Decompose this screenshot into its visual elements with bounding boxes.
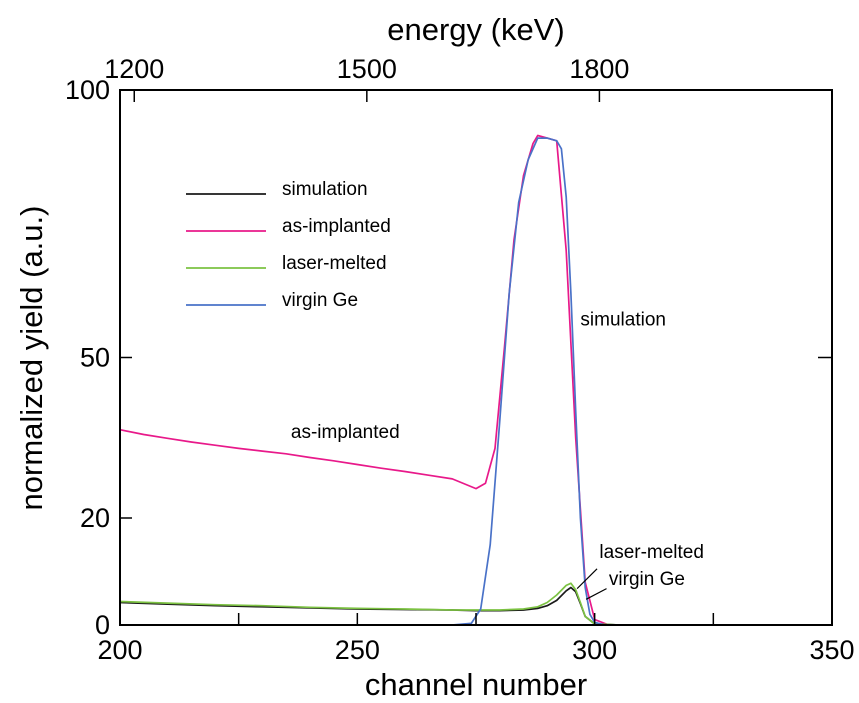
annotation-label: laser-melted: [599, 542, 704, 563]
y-tick-label: 50: [80, 343, 110, 373]
top-tick-label: 1200: [104, 54, 164, 84]
top-tick-label: 1800: [569, 54, 629, 84]
annotation-label: simulation: [580, 309, 666, 330]
y-axis-title: normalized yield (a.u.): [14, 206, 49, 511]
series-group: [119, 134, 832, 626]
laser-melted-leader-line: [576, 568, 598, 590]
top-axis-title: energy (keV): [387, 12, 564, 47]
y-tick-label: 0: [95, 610, 110, 640]
legend-label: laser-melted: [282, 253, 387, 274]
annotation-label: virgin Ge: [609, 569, 685, 590]
annotation-label: as-implanted: [291, 422, 400, 443]
series-line-as-implanted: [119, 134, 610, 626]
plot-frame: [119, 89, 833, 626]
x-tick-label: 350: [809, 635, 854, 665]
y-tick-label: 20: [80, 503, 110, 533]
series-line-laser-melted: [119, 582, 832, 626]
legend-label: virgin Ge: [282, 290, 358, 311]
y-tick-label: 100: [65, 75, 110, 105]
top-tick-label: 1500: [337, 54, 397, 84]
legend: simulation as-implanted laser-melted virgin…: [186, 179, 391, 311]
series-line-virgin-ge: [120, 137, 832, 626]
legend-label: simulation: [282, 179, 368, 200]
legend-label: as-implanted: [282, 216, 391, 237]
x-tick-label: 300: [572, 635, 617, 665]
x-axis-title: channel number: [365, 667, 587, 702]
virgin-ge-leader-line: [585, 588, 607, 600]
annotations-group: as-implanted simulation laser-melted virgin…: [291, 309, 704, 600]
x-tick-label: 200: [97, 635, 142, 665]
x-tick-label: 250: [335, 635, 380, 665]
